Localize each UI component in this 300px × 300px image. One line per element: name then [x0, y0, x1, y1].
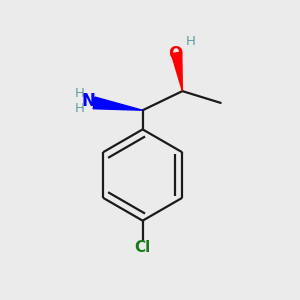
Polygon shape [93, 97, 142, 110]
Text: H: H [186, 35, 196, 48]
Text: Cl: Cl [134, 240, 151, 255]
Text: N: N [82, 92, 96, 110]
Text: H: H [75, 87, 85, 100]
Text: O: O [168, 45, 182, 63]
Polygon shape [171, 52, 182, 91]
Text: H: H [74, 102, 84, 115]
